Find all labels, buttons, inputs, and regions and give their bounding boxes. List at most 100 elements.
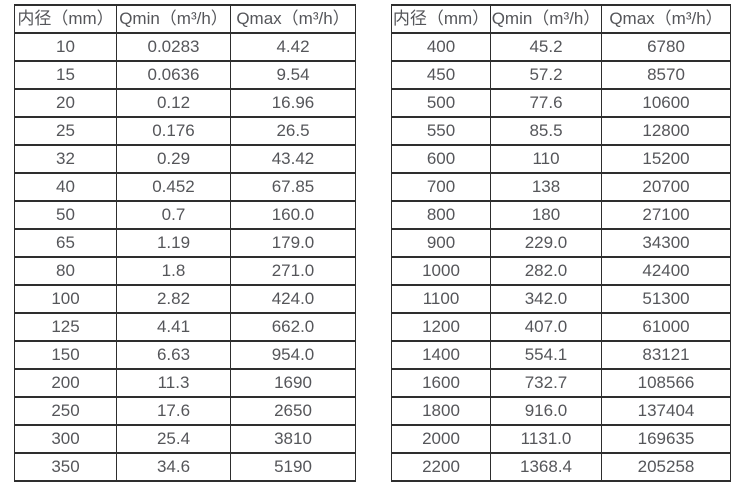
table-cell: 900: [391, 228, 491, 258]
table-cell: 169635: [601, 424, 731, 454]
table-cell: 450: [391, 60, 491, 90]
table-cell: 2650: [230, 396, 356, 426]
table-row: 550 85.5 12800: [391, 116, 731, 146]
table-row: 500 77.6 10600: [391, 88, 731, 118]
table-row: 600 110 15200: [391, 144, 731, 174]
table-cell: 1400: [391, 340, 491, 370]
table-cell: 8570: [601, 60, 731, 90]
table-row: 65 1.19 179.0: [14, 228, 356, 258]
table-cell: 27100: [601, 200, 731, 230]
table-cell: 200: [14, 368, 117, 398]
table-cell: 15: [14, 60, 117, 90]
table-row: 10 0.0283 4.42: [14, 32, 356, 62]
header-row: 内径（mm） Qmin（m³/h） Qmax（m³/h）: [14, 4, 356, 34]
table-row: 250 17.6 2650: [14, 396, 356, 426]
table-cell: 9.54: [230, 60, 356, 90]
table-cell: 1.8: [116, 256, 231, 286]
table-cell: 250: [14, 396, 117, 426]
table-cell: 61000: [601, 312, 731, 342]
table-row: 2000 1131.0 169635: [391, 424, 731, 454]
table-cell: 100: [14, 284, 117, 314]
table-cell: 57.2: [490, 60, 602, 90]
table-cell: 43.42: [230, 144, 356, 174]
table-cell: 954.0: [230, 340, 356, 370]
table-cell: 32: [14, 144, 117, 174]
table-cell: 34.6: [116, 452, 231, 482]
table-cell: 17.6: [116, 396, 231, 426]
table-row: 100 2.82 424.0: [14, 284, 356, 314]
table-cell: 550: [391, 116, 491, 146]
table-cell: 500: [391, 88, 491, 118]
table-cell: 1131.0: [490, 424, 602, 454]
column-header: Qmin（m³/h）: [490, 4, 602, 34]
table-cell: 42400: [601, 256, 731, 286]
table-cell: 300: [14, 424, 117, 454]
table-cell: 271.0: [230, 256, 356, 286]
table-cell: 40: [14, 172, 117, 202]
table-cell: 2200: [391, 452, 491, 482]
table-cell: 554.1: [490, 340, 602, 370]
table-cell: 85.5: [490, 116, 602, 146]
table-cell: 0.12: [116, 88, 231, 118]
table-cell: 229.0: [490, 228, 602, 258]
table-row: 350 34.6 5190: [14, 452, 356, 482]
table-cell: 916.0: [490, 396, 602, 426]
table-row: 50 0.7 160.0: [14, 200, 356, 230]
table-row: 400 45.2 6780: [391, 32, 731, 62]
table-cell: 350: [14, 452, 117, 482]
table-cell: 1100: [391, 284, 491, 314]
table-cell: 50: [14, 200, 117, 230]
table-cell: 1800: [391, 396, 491, 426]
table-row: 150 6.63 954.0: [14, 340, 356, 370]
table-cell: 205258: [601, 452, 731, 482]
table-cell: 400: [391, 32, 491, 62]
table-cell: 65: [14, 228, 117, 258]
table-row: 32 0.29 43.42: [14, 144, 356, 174]
table-cell: 180: [490, 200, 602, 230]
table-cell: 138: [490, 172, 602, 202]
table-cell: 5190: [230, 452, 356, 482]
table-row: 900 229.0 34300: [391, 228, 731, 258]
table-cell: 6780: [601, 32, 731, 62]
table-cell: 26.5: [230, 116, 356, 146]
table-cell: 10600: [601, 88, 731, 118]
table-cell: 4.42: [230, 32, 356, 62]
column-header: Qmax（m³/h）: [601, 4, 731, 34]
table-row: 1600 732.7 108566: [391, 368, 731, 398]
table-cell: 1000: [391, 256, 491, 286]
table-row: 40 0.452 67.85: [14, 172, 356, 202]
table-cell: 342.0: [490, 284, 602, 314]
table-cell: 0.0283: [116, 32, 231, 62]
table-cell: 700: [391, 172, 491, 202]
table-row: 450 57.2 8570: [391, 60, 731, 90]
table-row: 300 25.4 3810: [14, 424, 356, 454]
table-cell: 600: [391, 144, 491, 174]
table-row: 15 0.0636 9.54: [14, 60, 356, 90]
table-row: 1000 282.0 42400: [391, 256, 731, 286]
table-cell: 12800: [601, 116, 731, 146]
header-row: 内径（mm） Qmin（m³/h） Qmax（m³/h）: [391, 4, 731, 34]
table-row: 700 138 20700: [391, 172, 731, 202]
table-cell: 160.0: [230, 200, 356, 230]
table-cell: 10: [14, 32, 117, 62]
table-cell: 11.3: [116, 368, 231, 398]
column-header: 内径（mm）: [391, 4, 491, 34]
table-cell: 1200: [391, 312, 491, 342]
table-cell: 20: [14, 88, 117, 118]
table-cell: 51300: [601, 284, 731, 314]
table-cell: 67.85: [230, 172, 356, 202]
table-cell: 4.41: [116, 312, 231, 342]
table-cell: 0.29: [116, 144, 231, 174]
table-cell: 15200: [601, 144, 731, 174]
table-cell: 424.0: [230, 284, 356, 314]
table-cell: 282.0: [490, 256, 602, 286]
table-row: 125 4.41 662.0: [14, 312, 356, 342]
table-cell: 125: [14, 312, 117, 342]
table-cell: 0.176: [116, 116, 231, 146]
table-row: 25 0.176 26.5: [14, 116, 356, 146]
table-row: 200 11.3 1690: [14, 368, 356, 398]
table-row: 20 0.12 16.96: [14, 88, 356, 118]
table-cell: 2000: [391, 424, 491, 454]
flow-table-small-diameters: 内径（mm） Qmin（m³/h） Qmax（m³/h） 10 0.0283 4.42 15…: [14, 4, 356, 482]
